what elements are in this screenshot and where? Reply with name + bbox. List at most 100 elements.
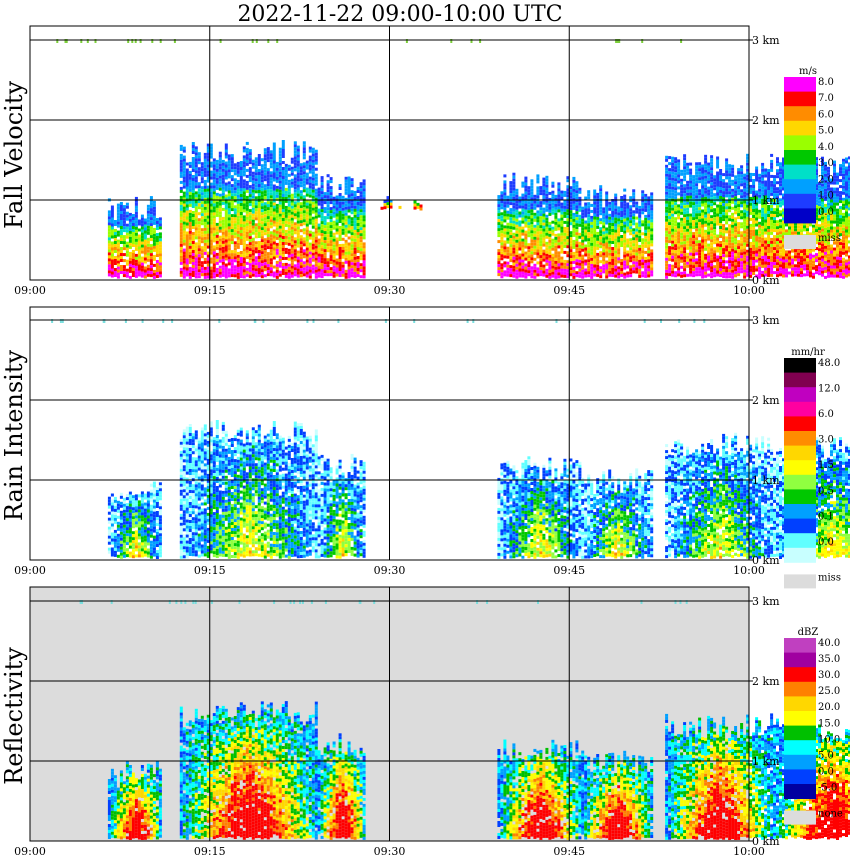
echo-cell bbox=[731, 168, 734, 171]
echo-cell bbox=[336, 220, 339, 223]
echo-cell bbox=[668, 249, 671, 252]
echo-cell bbox=[288, 252, 291, 255]
echo-cell bbox=[548, 222, 551, 225]
echo-cell bbox=[228, 226, 231, 229]
echo-cell bbox=[638, 266, 641, 269]
echo-cell bbox=[515, 243, 518, 246]
echo-cell bbox=[111, 227, 114, 230]
echo-cell bbox=[201, 168, 204, 171]
echo-cell bbox=[515, 264, 518, 267]
echo-cell bbox=[288, 213, 291, 216]
echo-cell bbox=[596, 226, 599, 229]
echo-cell bbox=[222, 253, 225, 256]
echo-cell bbox=[740, 222, 743, 225]
echo-cell bbox=[530, 248, 533, 251]
echo-cell bbox=[683, 262, 686, 265]
echo-cell bbox=[312, 154, 315, 157]
echo-cell bbox=[671, 217, 674, 220]
echo-cell bbox=[743, 264, 746, 267]
echo-cell bbox=[282, 272, 285, 275]
echo-cell bbox=[264, 259, 267, 262]
echo-cell bbox=[689, 274, 692, 277]
echo-cell bbox=[291, 170, 294, 173]
echo-cell bbox=[665, 252, 668, 255]
echo-cell bbox=[201, 171, 204, 174]
echo-cell bbox=[689, 262, 692, 265]
echo-cell bbox=[578, 269, 581, 272]
echo-cell bbox=[189, 192, 192, 195]
echo-cell bbox=[147, 250, 150, 253]
echo-cell bbox=[497, 210, 500, 213]
echo-cell bbox=[698, 246, 701, 249]
echo-cell bbox=[267, 255, 270, 258]
echo-cell bbox=[363, 206, 366, 209]
echo-cell bbox=[264, 205, 267, 208]
echo-cell bbox=[342, 196, 345, 199]
echo-cell bbox=[183, 201, 186, 204]
echo-cell bbox=[713, 241, 716, 244]
echo-cell bbox=[300, 271, 303, 274]
echo-cell bbox=[219, 266, 222, 269]
echo-cell bbox=[524, 231, 527, 234]
echo-cell bbox=[527, 243, 530, 246]
echo-cell bbox=[129, 216, 132, 219]
echo-cell bbox=[156, 266, 159, 269]
echo-cell bbox=[126, 272, 129, 275]
echo-cell bbox=[671, 205, 674, 208]
echo-cell bbox=[614, 254, 617, 257]
echo-cell bbox=[189, 240, 192, 243]
echo-cell bbox=[291, 212, 294, 215]
echo-cell bbox=[623, 234, 626, 237]
echo-cell bbox=[357, 190, 360, 193]
echo-cell bbox=[273, 224, 276, 227]
echo-cell bbox=[264, 274, 267, 277]
echo-cell bbox=[611, 208, 614, 211]
echo-cell bbox=[737, 207, 740, 210]
echo-cell bbox=[710, 209, 713, 212]
echo-cell bbox=[698, 168, 701, 171]
echo-cell bbox=[117, 210, 120, 213]
echo-cell bbox=[204, 219, 207, 222]
echo-cell bbox=[668, 267, 671, 270]
echo-cell bbox=[671, 259, 674, 262]
echo-cell bbox=[324, 258, 327, 261]
echo-cell bbox=[704, 173, 707, 176]
echo-cell bbox=[225, 273, 228, 276]
echo-cell bbox=[539, 264, 542, 267]
echo-cell bbox=[614, 242, 617, 245]
echo-cell bbox=[192, 268, 195, 271]
echo-cell bbox=[617, 218, 620, 221]
echo-cell bbox=[180, 247, 183, 250]
echo-cell bbox=[686, 217, 689, 220]
echo-cell bbox=[273, 203, 276, 206]
echo-cell bbox=[312, 178, 315, 181]
echo-cell bbox=[521, 221, 524, 224]
echo-cell bbox=[180, 250, 183, 253]
echo-cell bbox=[506, 217, 509, 220]
echo-cell bbox=[716, 187, 719, 190]
echo-cell bbox=[204, 204, 207, 207]
echo-cell bbox=[722, 230, 725, 233]
echo-cell bbox=[569, 267, 572, 270]
echo-cell bbox=[695, 162, 698, 165]
echo-cell bbox=[291, 248, 294, 251]
echo-cell bbox=[722, 239, 725, 242]
echo-cell bbox=[312, 232, 315, 235]
echo-cell bbox=[195, 152, 198, 155]
echo-cell bbox=[111, 212, 114, 215]
echo-cell bbox=[680, 170, 683, 173]
echo-cell bbox=[560, 233, 563, 236]
echo-cell bbox=[189, 189, 192, 192]
echo-cell bbox=[270, 255, 273, 258]
echo-cell bbox=[509, 217, 512, 220]
echo-cell bbox=[698, 231, 701, 234]
echo-cell bbox=[213, 179, 216, 182]
echo-cell bbox=[327, 270, 330, 273]
echo-cell bbox=[548, 240, 551, 243]
echo-cell bbox=[291, 203, 294, 206]
echo-cell bbox=[264, 229, 267, 232]
echo-cell bbox=[599, 275, 602, 278]
echo-cell bbox=[312, 196, 315, 199]
echo-cell bbox=[123, 214, 126, 217]
echo-cell bbox=[674, 217, 677, 220]
